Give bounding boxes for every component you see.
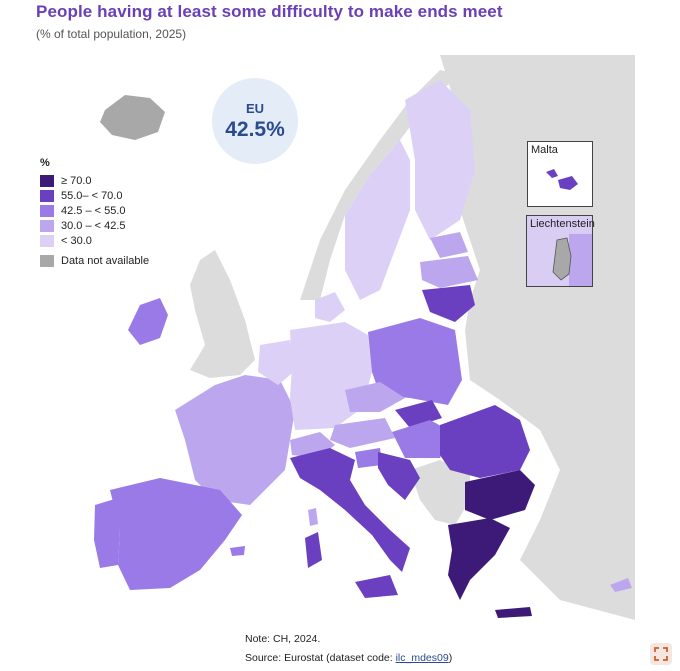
legend-item: 42.5 – < 55.0 (40, 204, 149, 218)
source-dataset-link[interactable]: ilc_mdes09 (395, 652, 449, 664)
region-estonia (430, 232, 468, 258)
legend-swatch (40, 235, 54, 247)
inset-liechtenstein: Liechtenstein (526, 215, 595, 287)
region-sardinia (305, 532, 322, 568)
inset-malta-label: Malta (531, 144, 558, 156)
map-title: People having at least some difficulty t… (36, 2, 503, 21)
legend-item: 30.0 – < 42.5 (40, 219, 149, 233)
eu-average-label: EU (245, 100, 265, 116)
legend-label: Data not available (61, 255, 150, 267)
region-nonEU-balkans (410, 460, 470, 525)
region-denmark (315, 292, 345, 322)
malta-shape (546, 169, 578, 190)
region-greece (448, 518, 510, 600)
legend-swatch (40, 175, 54, 187)
region-nonEU-iceland (100, 95, 165, 140)
region-portugal (94, 498, 120, 568)
legend-item: < 30.0 (40, 234, 149, 248)
map-legend: % ≥ 70.0 55.0– < 70.0 42.5 – < 55.0 30.0… (40, 157, 149, 269)
legend-label: < 30.0 (61, 235, 92, 247)
region-germany (290, 322, 372, 430)
region-cyprus (610, 578, 632, 592)
legend-swatch (40, 255, 54, 267)
legend-label: 42.5 – < 55.0 (61, 205, 126, 217)
region-sweden (345, 140, 410, 300)
region-sicily (355, 575, 398, 598)
legend-swatch (40, 190, 54, 202)
region-france (175, 375, 295, 505)
legend-item-na: Data not available (40, 254, 149, 268)
legend-item: 55.0– < 70.0 (40, 189, 149, 203)
region-poland (368, 318, 462, 405)
inset-malta: Malta (527, 141, 593, 207)
region-slovenia (355, 448, 382, 468)
source-suffix: ) (448, 652, 453, 664)
eu-average-badge: EU 42.5% (212, 78, 298, 164)
region-latvia (420, 256, 478, 288)
legend-label: 55.0– < 70.0 (61, 190, 123, 202)
source-prefix: Source: Eurostat (dataset code: (245, 652, 396, 664)
legend-swatch (40, 220, 54, 232)
map-source: Source: Eurostat (dataset code: ilc_mdes… (245, 652, 452, 664)
inset-liechtenstein-label: Liechtenstein (530, 218, 595, 230)
eu-average-value: 42.5% (225, 117, 285, 141)
region-czechia (345, 382, 405, 412)
map-subtitle: (% of total population, 2025) (36, 27, 187, 41)
region-lithuania (422, 285, 475, 322)
legend-label: ≥ 70.0 (61, 175, 92, 187)
region-italy (290, 448, 410, 572)
expand-icon (654, 647, 668, 661)
region-hungary (392, 420, 452, 458)
region-balearics (230, 546, 245, 556)
region-finland (405, 80, 475, 240)
region-benelux (258, 340, 296, 385)
region-romania (440, 405, 530, 478)
region-crete (495, 607, 532, 618)
legend-unit: % (40, 157, 50, 169)
region-nonEU-norway (300, 70, 460, 300)
region-croatia (378, 452, 420, 500)
region-nonEU-uk (190, 250, 255, 378)
legend-swatch (40, 205, 54, 217)
region-ireland (128, 298, 168, 345)
region-spain (110, 478, 242, 590)
region-corsica (308, 508, 318, 526)
liechtenstein-shape (552, 234, 592, 286)
region-austria (330, 418, 395, 448)
map-note: Note: CH, 2024. (245, 633, 321, 645)
region-bulgaria (465, 470, 535, 520)
legend-label: 30.0 – < 42.5 (61, 220, 126, 232)
legend-item: ≥ 70.0 (40, 174, 149, 188)
fullscreen-button[interactable] (650, 643, 672, 665)
